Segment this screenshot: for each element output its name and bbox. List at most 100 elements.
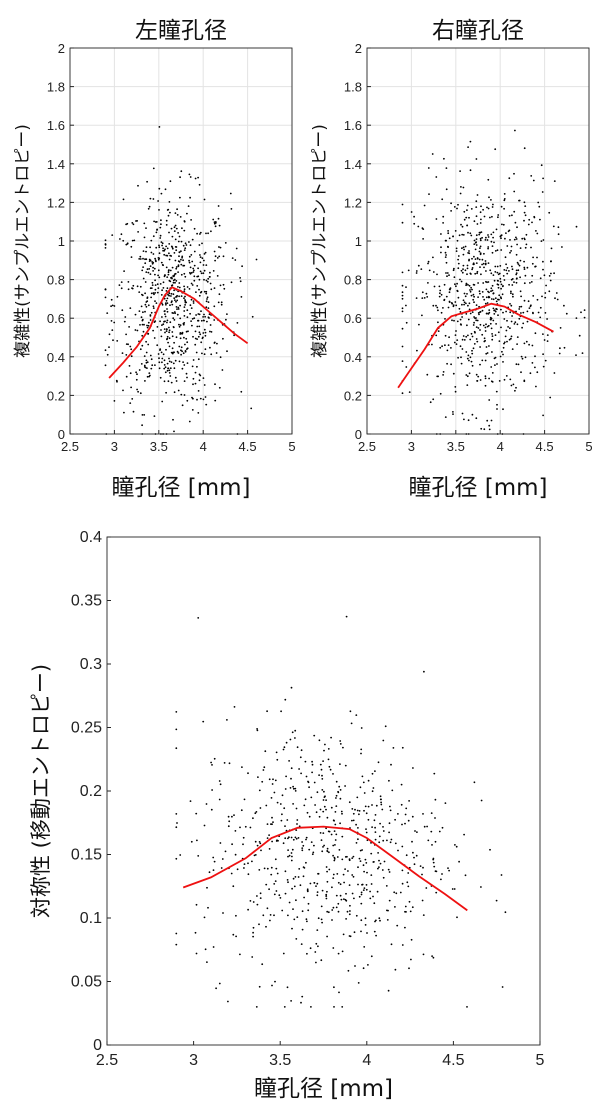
scatter-point bbox=[455, 330, 457, 332]
scatter-point bbox=[415, 272, 418, 274]
scatter-point bbox=[137, 390, 140, 393]
scatter-point bbox=[437, 330, 440, 332]
scatter-point bbox=[288, 760, 290, 762]
scatter-point bbox=[175, 267, 178, 270]
scatter-point bbox=[431, 955, 433, 957]
scatter-point bbox=[535, 230, 537, 232]
scatter-point bbox=[439, 292, 441, 295]
scatter-point bbox=[491, 335, 494, 337]
scatter-point bbox=[432, 304, 435, 307]
scatter-point bbox=[144, 303, 147, 306]
scatter-point bbox=[201, 242, 203, 245]
scatter-point bbox=[256, 895, 258, 897]
scatter-point bbox=[339, 883, 342, 886]
scatter-point bbox=[164, 313, 166, 315]
scatter-point bbox=[291, 848, 294, 851]
scatter-point bbox=[307, 780, 309, 783]
scatter-point bbox=[259, 897, 262, 899]
scatter-point bbox=[437, 321, 439, 324]
scatter-point bbox=[491, 206, 494, 208]
scatter-point bbox=[530, 246, 532, 249]
scatter-point bbox=[197, 319, 200, 322]
scatter-point bbox=[365, 888, 368, 891]
scatter-point bbox=[539, 306, 542, 309]
scatter-point bbox=[364, 805, 367, 808]
scatter-point bbox=[492, 231, 495, 234]
scatter-point bbox=[456, 339, 459, 341]
scatter-point bbox=[500, 874, 503, 876]
scatter-point bbox=[405, 807, 408, 810]
scatter-point bbox=[111, 329, 114, 331]
scatter-point bbox=[290, 777, 292, 780]
scatter-point bbox=[485, 346, 488, 348]
scatter-point bbox=[479, 247, 481, 250]
scatter-point bbox=[183, 322, 186, 324]
scatter-point bbox=[251, 315, 254, 318]
scatter-point bbox=[479, 329, 481, 331]
scatter-point bbox=[150, 296, 153, 299]
scatter-point bbox=[401, 746, 404, 749]
scatter-point bbox=[531, 344, 534, 347]
y-tick-label: 0.1 bbox=[80, 910, 102, 927]
scatter-point bbox=[495, 899, 498, 902]
scatter-point bbox=[332, 906, 335, 909]
scatter-point bbox=[435, 870, 438, 873]
scatter-point bbox=[541, 295, 543, 298]
scatter-point bbox=[183, 264, 186, 267]
scatter-point bbox=[461, 247, 463, 250]
scatter-point bbox=[169, 180, 172, 183]
scatter-point bbox=[487, 296, 490, 299]
scatter-point bbox=[450, 202, 452, 205]
scatter-point bbox=[306, 890, 309, 893]
scatter-point bbox=[226, 350, 228, 353]
scatter-point bbox=[163, 310, 166, 313]
scatter-point bbox=[529, 372, 532, 375]
scatter-point bbox=[106, 353, 109, 356]
scatter-point bbox=[511, 268, 514, 271]
scatter-point bbox=[376, 890, 379, 893]
scatter-point bbox=[147, 304, 150, 307]
scatter-point bbox=[335, 805, 338, 807]
scatter-point bbox=[166, 297, 169, 300]
scatter-point bbox=[345, 899, 348, 902]
scatter-point bbox=[322, 760, 324, 762]
scatter-point bbox=[536, 232, 539, 235]
scatter-point bbox=[198, 183, 201, 186]
scatter-point bbox=[128, 365, 131, 367]
scatter-point bbox=[186, 316, 189, 319]
scatter-point bbox=[337, 791, 340, 794]
scatter-point bbox=[506, 340, 508, 343]
scatter-point bbox=[160, 192, 163, 195]
scatter-point bbox=[111, 304, 114, 307]
scatter-point bbox=[175, 711, 178, 713]
scatter-point bbox=[192, 397, 194, 400]
scatter-point bbox=[181, 256, 184, 259]
scatter-point bbox=[530, 175, 533, 177]
scatter-point bbox=[164, 248, 166, 251]
scatter-point bbox=[197, 617, 200, 619]
scatter-point bbox=[525, 340, 528, 343]
scatter-point bbox=[217, 217, 220, 220]
scatter-point bbox=[170, 361, 173, 363]
scatter-point bbox=[298, 868, 301, 870]
scatter-point bbox=[296, 823, 298, 825]
scatter-point bbox=[513, 281, 515, 283]
scatter-point bbox=[315, 885, 317, 887]
scatter-point bbox=[444, 256, 447, 258]
scatter-point bbox=[277, 839, 279, 842]
scatter-point bbox=[324, 743, 326, 746]
scatter-point bbox=[169, 304, 171, 307]
scatter-point bbox=[177, 232, 180, 234]
scatter-point bbox=[320, 905, 323, 908]
scatter-point bbox=[479, 237, 482, 240]
scatter-point bbox=[180, 353, 183, 356]
scatter-point bbox=[231, 257, 234, 259]
scatter-point bbox=[510, 304, 513, 307]
scatter-point bbox=[178, 295, 181, 298]
scatter-point bbox=[544, 296, 547, 299]
scatter-point bbox=[251, 860, 253, 863]
scatter-point bbox=[173, 297, 176, 300]
scatter-point bbox=[177, 306, 180, 309]
scatter-point bbox=[185, 330, 188, 333]
scatter-point bbox=[149, 354, 152, 357]
